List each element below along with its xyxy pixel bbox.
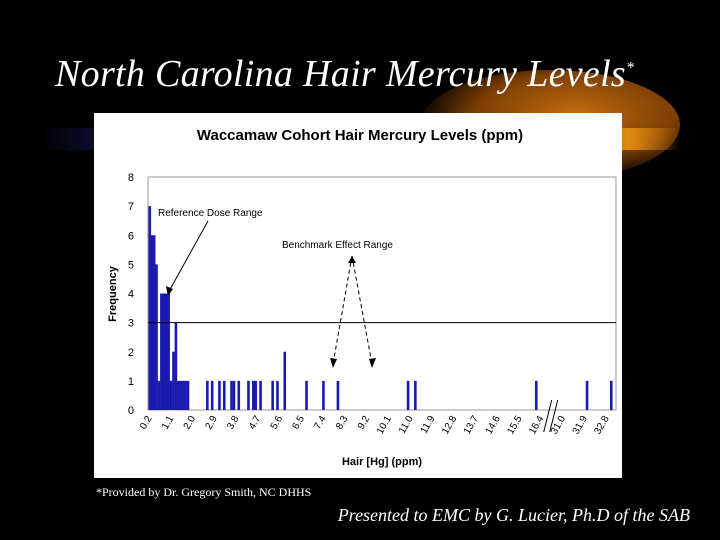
bar — [336, 380, 340, 410]
bar — [232, 380, 236, 410]
presenter-credit: Presented to EMC by G. Lucier, Ph.D of t… — [337, 505, 690, 525]
benchmark-arrowhead-left — [330, 358, 337, 368]
x-tick-label: 5.6 — [269, 414, 286, 432]
bar — [155, 264, 158, 410]
bar — [237, 380, 241, 410]
bar — [184, 380, 187, 410]
bar — [162, 293, 166, 410]
benchmark-arrow-right — [351, 255, 373, 365]
bar — [167, 293, 170, 410]
reference-dose-arrowhead — [166, 286, 173, 296]
y-tick-label: 4 — [128, 289, 134, 301]
bar — [283, 351, 287, 410]
slide-title-mark: * — [626, 59, 635, 77]
reference-dose-label: Reference Dose Range — [158, 208, 263, 219]
bar — [254, 380, 258, 410]
bar — [259, 380, 262, 410]
bar — [172, 351, 175, 410]
x-tick-label: 0.2 — [138, 414, 155, 432]
plot-area — [147, 176, 617, 411]
x-tick-label: 2.9 — [203, 414, 220, 432]
x-tick-label: 7.4 — [312, 414, 329, 432]
axis-break — [543, 399, 559, 433]
bar — [179, 380, 183, 410]
bar — [186, 380, 190, 410]
y-tick-label: 7 — [128, 201, 134, 213]
x-tick-label: 16.4 — [527, 414, 546, 437]
bar — [160, 293, 163, 410]
slide-title: North Carolina Hair Mercury Levels* — [55, 52, 634, 96]
bar — [148, 206, 152, 410]
bar — [406, 380, 410, 410]
y-tick-label: 1 — [128, 376, 134, 388]
histogram-chart: Waccamaw Cohort Hair Mercury Levels (ppm… — [107, 127, 617, 468]
x-tick-label: 10.1 — [375, 414, 394, 437]
y-tick-label: 0 — [128, 405, 134, 417]
bar — [414, 380, 417, 410]
y-axis-label: Frequency — [107, 265, 119, 322]
bar — [206, 380, 209, 410]
bar — [218, 380, 221, 410]
benchmark-origin-marker — [348, 256, 356, 263]
benchmark-effect-label: Benchmark Effect Range — [282, 240, 393, 251]
chart-title: Waccamaw Cohort Hair Mercury Levels (ppm… — [197, 127, 523, 144]
y-tick-label: 3 — [128, 318, 134, 330]
y-axis: 0 1 2 3 4 5 6 7 8 — [128, 172, 134, 417]
bar — [177, 380, 180, 410]
axis-break-mark — [549, 399, 559, 433]
axis-break-mark — [543, 399, 553, 433]
benchmark-arrow-left — [332, 255, 353, 365]
bar — [174, 322, 178, 410]
bar — [585, 380, 589, 410]
bar — [164, 293, 168, 410]
bar — [247, 380, 250, 410]
bar — [322, 380, 325, 410]
x-tick-label: 11.9 — [419, 414, 438, 436]
x-tick-label: 6.5 — [290, 414, 307, 432]
bar — [181, 380, 185, 410]
x-tick-label: 11.0 — [397, 414, 416, 436]
bar — [230, 380, 233, 410]
slide-title-text: North Carolina Hair Mercury Levels — [55, 53, 627, 95]
bar — [210, 380, 214, 410]
y-tick-label: 8 — [128, 172, 134, 184]
footnote: *Provided by Dr. Gregory Smith, NC DHHS — [96, 485, 312, 499]
bar — [305, 380, 308, 410]
bar — [271, 380, 274, 410]
x-tick-label: 31.9 — [571, 414, 590, 437]
x-tick-label: 13.7 — [462, 414, 481, 437]
x-tick-label: 2.0 — [182, 414, 199, 432]
y-tick-label: 2 — [128, 347, 134, 359]
benchmark-arrowhead-right — [369, 358, 376, 368]
x-tick-label: 14.6 — [484, 414, 503, 437]
x-tick-label: 12.8 — [440, 414, 459, 437]
x-tick-label: 4.7 — [247, 414, 264, 432]
bar — [222, 380, 226, 410]
y-tick-label: 5 — [128, 259, 134, 271]
bar — [609, 380, 613, 410]
bar — [252, 380, 255, 410]
chart-frame: Waccamaw Cohort Hair Mercury Levels (ppm… — [94, 113, 622, 478]
bar — [534, 380, 538, 410]
y-tick-label: 6 — [128, 230, 134, 242]
bar — [157, 380, 161, 410]
reference-dose-arrow — [167, 220, 209, 294]
x-tick-label: 15.5 — [505, 414, 524, 437]
x-axis-label: Hair [Hg] (ppm) — [342, 456, 422, 468]
x-tick-label: 9.2 — [356, 414, 373, 432]
x-axis: 0.2 1.1 2.0 2.9 3.8 4.7 5.6 6.5 7.4 8.3 9.2 10.1 11.… — [138, 414, 612, 437]
bar — [169, 380, 173, 410]
x-tick-label: 1.1 — [160, 414, 177, 432]
x-tick-label: 8.3 — [334, 414, 351, 432]
bar — [276, 380, 279, 410]
x-tick-label: 32.8 — [592, 414, 611, 437]
x-tick-label: 3.8 — [225, 414, 242, 432]
